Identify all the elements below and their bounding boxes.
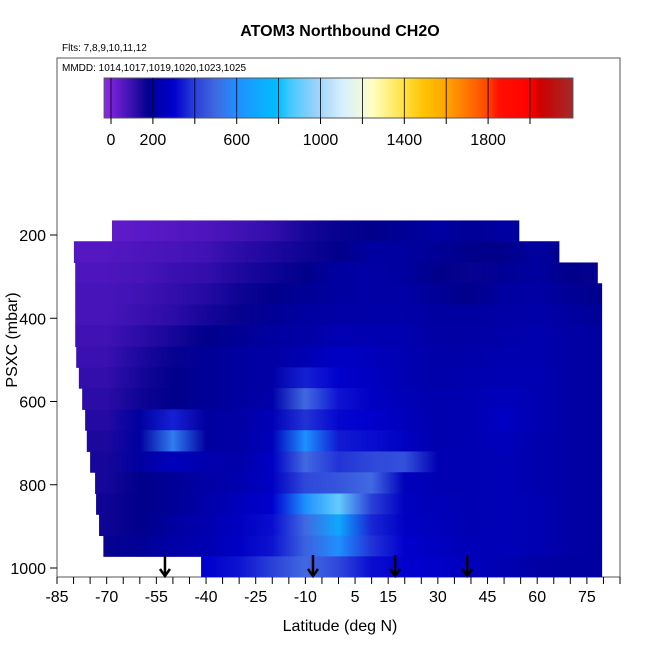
arrow-down-icon: [461, 555, 474, 579]
arrow-down-icon: [389, 555, 402, 579]
arrow-down-icon: [158, 555, 171, 579]
curtain-row: [75, 283, 603, 306]
x-tick-label: 5: [351, 589, 360, 606]
curtain-row: [75, 325, 603, 348]
y-tick-label: 400: [19, 311, 46, 328]
colorbar-tick-label: 1400: [387, 132, 423, 149]
mmdd-label: MMDD: 1014,1017,1019,1020,1023,1025: [62, 63, 246, 74]
x-axis: -85 -70 -55 -40 -25 -10 5 15 30 45 60 75: [45, 577, 621, 606]
curtain-row: [90, 451, 603, 473]
curtain-row: [86, 430, 603, 452]
colorbar: 0 200 600 1000 1400 1800: [103, 77, 574, 149]
x-tick-label: 45: [479, 589, 497, 606]
curtain-row: [95, 472, 603, 494]
curtain-row: [73, 241, 560, 263]
curtain-row: [76, 346, 603, 368]
curtain-row: [99, 514, 603, 537]
curtain-row: [96, 493, 603, 515]
x-tick-label: -25: [244, 589, 267, 606]
curtain-row: [111, 220, 520, 242]
x-tick-label: -40: [194, 589, 217, 606]
colorbar-tick-label: 1800: [470, 132, 506, 149]
x-axis-label: Latitude (deg N): [283, 618, 398, 635]
curtain-row: [85, 409, 603, 431]
colorbar-bar: [103, 77, 574, 119]
arrow-down-icon: [306, 555, 320, 579]
colorbar-tick-label: 200: [140, 132, 167, 149]
x-tick-label: -85: [45, 589, 68, 606]
curtain-row: [82, 388, 603, 410]
y-tick-label: 200: [19, 228, 46, 245]
flights-label: Flts: 7,8,9,10,11,12: [62, 43, 147, 54]
colorbar-tick-label: 0: [107, 132, 116, 149]
x-tick-label: 15: [379, 589, 397, 606]
x-tick-label: 75: [578, 589, 596, 606]
curtain-cells: [73, 220, 603, 578]
y-axis-label: PSXC (mbar): [4, 292, 21, 387]
curtain-row: [201, 556, 603, 578]
colorbar-tick-label: 600: [223, 132, 250, 149]
x-tick-label: 30: [429, 589, 447, 606]
curtain-row: [75, 262, 598, 284]
curtain-row: [103, 535, 603, 557]
curtain-row: [75, 304, 603, 326]
y-axis: 200 400 600 800 1000: [10, 228, 57, 578]
chart-title: ATOM3 Northbound CH2O: [240, 23, 439, 40]
x-tick-label: 60: [528, 589, 546, 606]
x-tick-label: -55: [145, 589, 168, 606]
flight-markers: [158, 555, 474, 579]
y-tick-label: 600: [19, 395, 46, 412]
colorbar-tick-label: 1000: [303, 132, 339, 149]
x-tick-label: -70: [95, 589, 118, 606]
curtain-row: [78, 367, 603, 389]
y-tick-label: 800: [19, 478, 46, 495]
x-tick-label: -10: [294, 589, 317, 606]
y-tick-label: 1000: [10, 561, 46, 578]
